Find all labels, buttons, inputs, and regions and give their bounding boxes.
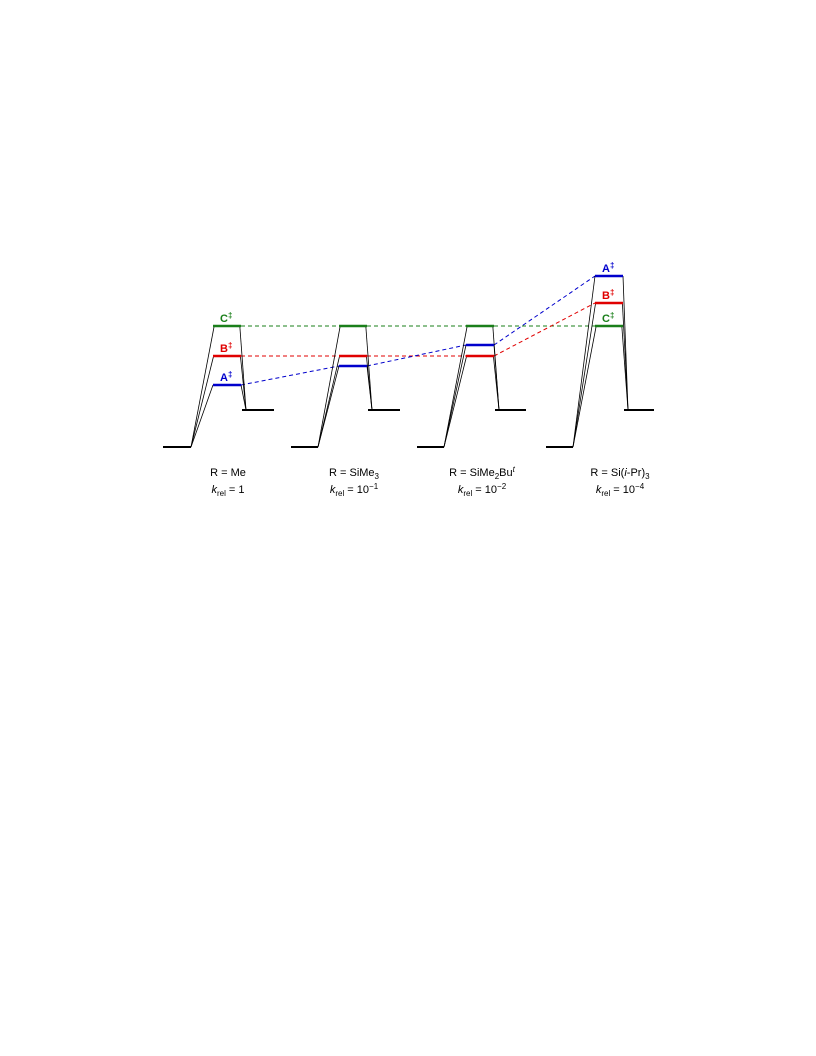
- path-down-c: [621, 325, 629, 411]
- path-up-c: [190, 325, 215, 448]
- path-up-c: [572, 325, 597, 448]
- k-rel-label: krel = 10−4: [596, 482, 645, 498]
- path-up-b: [443, 355, 467, 448]
- profile-panel-1: [163, 324, 274, 448]
- path-down-c: [492, 325, 500, 411]
- path-down-c: [365, 325, 373, 411]
- profile-panel-4: [546, 274, 654, 448]
- k-rel-label: krel = 10−1: [330, 482, 379, 498]
- path-down-c: [239, 325, 247, 411]
- r-substituent-label: R = SiMe2But: [449, 465, 515, 481]
- connector-a-1: [240, 365, 340, 386]
- profile-panel-2: [291, 324, 400, 448]
- connector-b-3: [493, 302, 596, 357]
- r-substituent-label: R = SiMe3: [329, 467, 380, 481]
- level-connectors: [240, 275, 596, 386]
- ts-label-a-panel-4: A‡: [602, 261, 614, 275]
- path-up-b: [190, 355, 214, 448]
- ts-label-b-panel-4: B‡: [602, 288, 614, 302]
- connector-a-2: [366, 344, 467, 367]
- ts-label-a-panel-1: A‡: [220, 370, 232, 384]
- profile-panel-3: [417, 324, 526, 448]
- ts-label-b-panel-1: B‡: [220, 341, 232, 355]
- path-up-a: [190, 384, 214, 448]
- r-substituent-label: R = Si(i-Pr)3: [590, 467, 650, 481]
- r-substituent-label: R = Me: [210, 467, 246, 479]
- connector-a-3: [493, 275, 596, 346]
- ts-label-c-panel-4: C‡: [602, 311, 614, 325]
- path-up-a: [572, 275, 596, 448]
- path-up-c: [317, 325, 341, 448]
- path-up-c: [443, 325, 468, 448]
- ts-label-c-panel-1: C‡: [220, 311, 232, 325]
- k-rel-label: krel = 1: [211, 484, 244, 498]
- path-up-b: [572, 302, 596, 448]
- k-rel-label: krel = 10−2: [458, 482, 507, 498]
- path-up-b: [317, 355, 340, 448]
- energy-profiles: [163, 274, 654, 448]
- ts-labels: C‡ B‡ A‡ A‡ B‡ C‡: [220, 261, 614, 384]
